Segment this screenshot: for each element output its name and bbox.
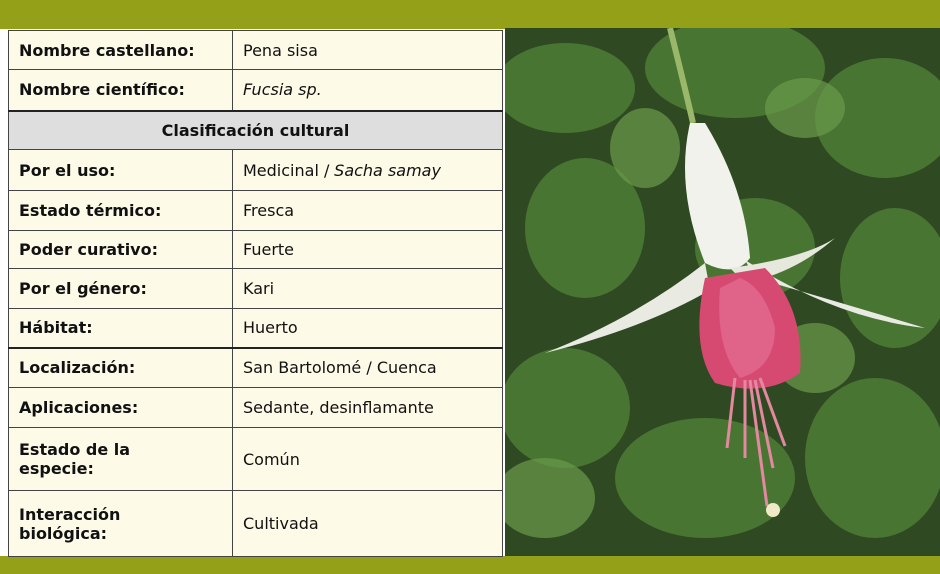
value-text: San Bartolomé / Cuenca — [243, 358, 437, 378]
row-label: Hábitat: — [8, 308, 233, 348]
value-text: Kari — [243, 279, 275, 298]
row-label: Por el uso: — [8, 149, 233, 191]
section-row: Clasificación cultural — [8, 109, 503, 150]
row-value: Fresca — [232, 190, 503, 231]
row-label: Aplicaciones: — [8, 387, 233, 428]
row-value: Kari — [232, 268, 503, 309]
table-row: Nombre científico: Fucsia sp. — [8, 69, 503, 111]
row-label: Nombre castellano: — [8, 30, 233, 70]
value-text: Fuerte — [243, 240, 295, 259]
value-text: Común — [243, 449, 300, 469]
value-text: Huerto — [243, 318, 298, 338]
value-text: Fresca — [243, 201, 295, 220]
bottom-band — [0, 556, 940, 574]
row-label: Nombre científico: — [8, 69, 233, 111]
row-value: Sedante, desinflamante — [232, 387, 503, 428]
table-row: Nombre castellano: Pena sisa — [8, 30, 503, 70]
row-value: Cultivada — [232, 490, 503, 557]
label-line: Interacción — [19, 504, 121, 524]
row-label: Por el género: — [8, 268, 233, 309]
row-label: Localización: — [8, 346, 233, 388]
value-italic: Sacha samay — [334, 160, 441, 180]
top-band — [0, 0, 940, 29]
label-line: especie: — [19, 459, 94, 478]
value-text: Sedante, desinflamante — [243, 398, 434, 417]
flower-photo — [505, 28, 940, 556]
value-text: Cultivada — [243, 514, 319, 533]
row-value: Fucsia sp. — [232, 69, 503, 111]
table-row: Localización: San Bartolomé / Cuenca — [8, 346, 503, 388]
table-row: Aplicaciones: Sedante, desinflamante — [8, 387, 503, 428]
label-line: biológica: — [19, 523, 108, 543]
table-row: Estado de la especie: Común — [8, 427, 503, 491]
row-label: Estado térmico: — [8, 190, 233, 231]
value-text: Pena sisa — [243, 40, 318, 60]
row-label: Interacción biológica: — [8, 490, 233, 557]
row-value: Común — [232, 427, 503, 491]
species-table: Nombre castellano: Pena sisa Nombre cientí… — [8, 30, 503, 557]
row-label: Poder curativo: — [8, 230, 233, 269]
table-row: Por el género: Kari — [8, 268, 503, 309]
row-value: Huerto — [232, 308, 503, 348]
row-value: Fuerte — [232, 230, 503, 269]
row-label: Estado de la especie: — [8, 427, 233, 491]
row-value: Pena sisa — [232, 30, 503, 70]
section-title: Clasificación cultural — [8, 109, 503, 150]
table-row: Poder curativo: Fuerte — [8, 230, 503, 269]
row-value: San Bartolomé / Cuenca — [232, 346, 503, 388]
label-line: Estado de la — [19, 440, 131, 459]
value-text: Medicinal / — [243, 160, 330, 180]
table-row: Interacción biológica: Cultivada — [8, 490, 503, 557]
table-row: Estado térmico: Fresca — [8, 190, 503, 231]
table-row: Hábitat: Huerto — [8, 308, 503, 348]
value-italic: Fucsia sp. — [243, 80, 322, 100]
row-value: Medicinal / Sacha samay — [232, 149, 503, 191]
table-row: Por el uso: Medicinal / Sacha samay — [8, 149, 503, 191]
